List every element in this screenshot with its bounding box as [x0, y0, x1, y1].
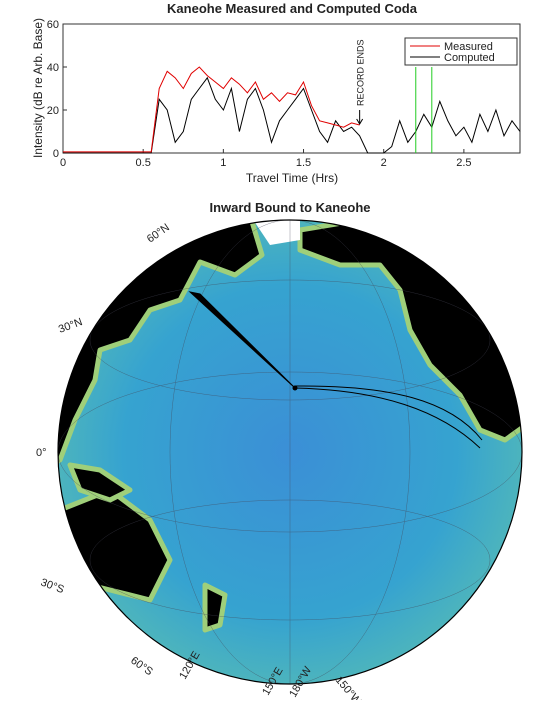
- legend-box: [404, 37, 518, 66]
- lat-label: 30°S: [39, 577, 66, 596]
- plot-frame: [62, 23, 521, 154]
- x-tick-label: 0.5: [136, 157, 151, 169]
- y-tick-label: 60: [47, 19, 59, 31]
- y-tick-label: 0: [53, 148, 59, 160]
- map-globe: [58, 220, 522, 684]
- globe-outline: [57, 219, 523, 685]
- lon-label: 150°W: [333, 674, 364, 700]
- y-tick-label: 20: [47, 105, 59, 117]
- x-tick-label: 2.5: [456, 157, 471, 169]
- legend-label: Measured: [444, 41, 493, 53]
- lat-label: 30°N: [57, 316, 84, 336]
- series-line: [63, 76, 521, 154]
- lat-label: 0°: [36, 447, 47, 459]
- chart-title: Kaneohe Measured and Computed Coda: [167, 1, 418, 16]
- lat-label: 60°S: [128, 655, 155, 679]
- y-tick-label: 40: [47, 62, 59, 74]
- annotation: RECORD ENDS: [356, 39, 366, 106]
- annotation-arrowhead: [356, 118, 364, 125]
- x-tick-label: 1: [220, 157, 226, 169]
- x-tick-label: 0: [60, 157, 66, 169]
- series-line: [63, 66, 360, 153]
- x-tick-label: 2: [381, 157, 387, 169]
- x-axis-label: Travel Time (Hrs): [246, 171, 338, 185]
- y-axis-label: Intensity (dB re Arb. Base): [31, 18, 45, 158]
- x-tick-label: 1.5: [296, 157, 311, 169]
- map-title: Inward Bound to Kaneohe: [209, 200, 370, 215]
- legend-label: Computed: [444, 52, 495, 64]
- lat-label: 60°N: [145, 221, 172, 245]
